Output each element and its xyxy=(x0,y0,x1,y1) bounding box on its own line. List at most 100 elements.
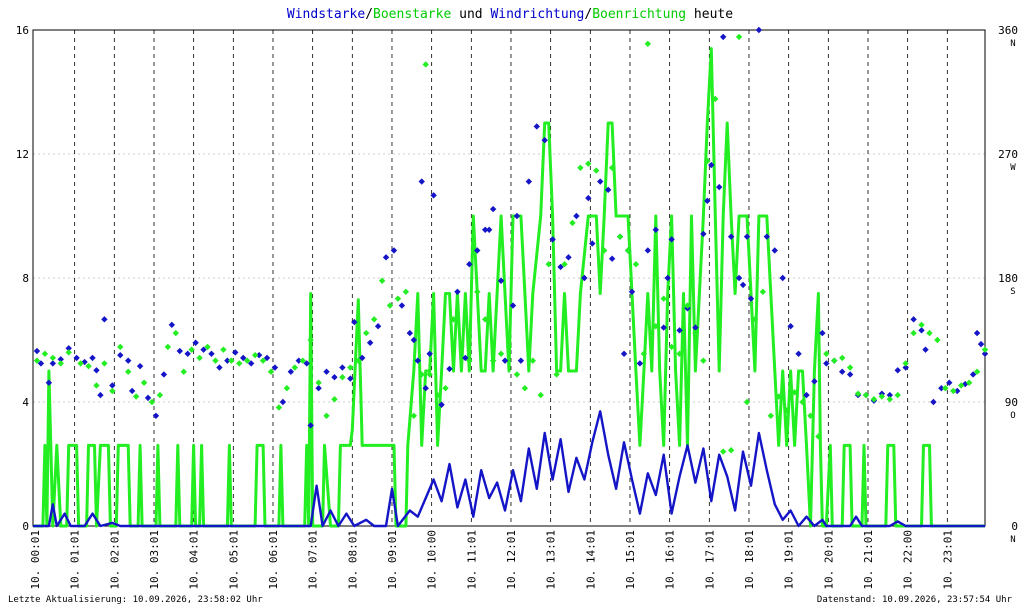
direction-point-windrichtung xyxy=(462,354,469,362)
direction-point-boenrichtung xyxy=(244,357,251,364)
direction-point-boenrichtung xyxy=(878,393,886,400)
direction-point-boenrichtung xyxy=(692,329,699,337)
direction-point-windrichtung xyxy=(946,379,953,386)
direction-point-windrichtung xyxy=(533,123,540,130)
direction-point-windrichtung xyxy=(668,236,675,243)
direction-point-windrichtung xyxy=(438,401,445,408)
direction-point-boenrichtung xyxy=(140,379,148,386)
direction-point-windrichtung xyxy=(517,357,525,364)
direction-point-boenrichtung xyxy=(489,357,497,364)
direction-point-windrichtung xyxy=(57,356,64,363)
direction-point-windrichtung xyxy=(65,345,72,352)
direction-point-boenrichtung xyxy=(125,368,132,375)
footer-left: Letzte Aktualisierung: 10.09.2026, 23:58… xyxy=(8,595,263,605)
direction-point-windrichtung xyxy=(414,357,421,364)
direction-point-windrichtung xyxy=(620,350,628,357)
direction-point-windrichtung xyxy=(692,324,699,331)
x-tick-label: 10. 17:01 xyxy=(703,530,716,590)
direction-point-windrichtung xyxy=(886,391,893,399)
direction-point-boenrichtung xyxy=(751,316,759,323)
direction-point-boenrichtung xyxy=(958,382,965,389)
direction-point-boenrichtung xyxy=(553,371,560,378)
direction-point-boenrichtung xyxy=(601,247,608,254)
direction-point-boenrichtung xyxy=(434,391,441,399)
direction-point-boenrichtung xyxy=(299,357,306,364)
x-tick-label: 10. 22:00 xyxy=(902,530,915,590)
x-tick-label: 10. 11:01 xyxy=(465,530,478,590)
direction-point-boenrichtung xyxy=(902,360,909,367)
x-tick-label: 10. 15:01 xyxy=(624,530,637,590)
direction-point-boenrichtung xyxy=(791,389,798,396)
direction-point-windrichtung xyxy=(704,197,711,205)
direction-point-windrichtung xyxy=(339,364,346,371)
direction-point-boenrichtung xyxy=(33,357,41,364)
direction-point-boenrichtung xyxy=(735,33,743,41)
y-left-tick-label: 4 xyxy=(22,396,29,409)
direction-point-windrichtung xyxy=(466,261,473,268)
direction-point-windrichtung xyxy=(573,212,580,220)
direction-point-boenrichtung xyxy=(49,354,57,362)
direction-point-windrichtung xyxy=(755,26,763,34)
direction-point-windrichtung xyxy=(819,329,826,337)
direction-point-windrichtung xyxy=(652,226,659,233)
direction-point-windrichtung xyxy=(660,324,667,331)
x-tick-label: 10. 04:01 xyxy=(188,530,201,590)
direction-point-boenrichtung xyxy=(815,433,822,440)
direction-point-windrichtung xyxy=(49,360,57,367)
direction-point-windrichtung xyxy=(295,357,302,364)
direction-point-boenrichtung xyxy=(569,219,576,227)
direction-point-boenrichtung xyxy=(482,316,489,323)
direction-point-windrichtung xyxy=(279,398,287,406)
direction-point-boenrichtung xyxy=(981,346,989,353)
y-right-direction-label: W xyxy=(1010,163,1016,173)
direction-point-windrichtung xyxy=(803,391,810,399)
direction-point-boenrichtung xyxy=(894,391,901,399)
direction-point-boenrichtung xyxy=(831,357,838,364)
direction-point-windrichtung xyxy=(200,346,207,353)
title-boenrichtung: Boenrichtung xyxy=(592,7,686,22)
y-left-tick-label: 8 xyxy=(22,272,29,285)
direction-point-windrichtung xyxy=(902,364,909,371)
direction-point-boenrichtung xyxy=(846,364,854,371)
direction-point-boenrichtung xyxy=(331,396,338,403)
series-line-windstarke xyxy=(33,410,985,528)
direction-point-boenrichtung xyxy=(652,323,659,330)
direction-point-boenrichtung xyxy=(236,360,243,367)
direction-point-windrichtung xyxy=(97,391,104,399)
direction-point-boenrichtung xyxy=(466,357,473,364)
x-tick-label: 10. 12:01 xyxy=(505,530,518,590)
direction-point-boenrichtung xyxy=(660,295,667,302)
direction-point-boenrichtung xyxy=(497,350,505,357)
title-und: und xyxy=(451,7,490,22)
direction-point-windrichtung xyxy=(359,354,366,362)
direction-point-windrichtung xyxy=(597,178,604,185)
direction-point-windrichtung xyxy=(255,351,263,359)
y-right-tick-label: 90 xyxy=(1005,396,1018,409)
direction-point-boenrichtung xyxy=(101,360,108,367)
direction-point-windrichtung xyxy=(287,368,295,375)
direction-point-windrichtung xyxy=(374,323,382,330)
direction-point-windrichtung xyxy=(779,274,786,282)
direction-point-boenrichtung xyxy=(355,357,362,364)
direction-point-boenrichtung xyxy=(965,379,973,386)
direction-point-boenrichtung xyxy=(442,385,449,392)
direction-point-boenrichtung xyxy=(537,391,544,399)
direction-point-windrichtung xyxy=(628,288,636,295)
direction-point-boenrichtung xyxy=(545,261,552,268)
direction-point-boenrichtung xyxy=(251,351,259,359)
direction-point-boenrichtung xyxy=(422,61,429,68)
direction-point-boenrichtung xyxy=(934,336,941,344)
direction-point-boenrichtung xyxy=(172,329,179,337)
direction-point-boenrichtung xyxy=(950,387,957,395)
direction-point-boenrichtung xyxy=(870,396,878,403)
direction-point-windrichtung xyxy=(101,316,108,323)
direction-point-boenrichtung xyxy=(426,371,433,378)
direction-point-windrichtung xyxy=(922,346,929,353)
x-tick-label: 10. 20:01 xyxy=(822,530,835,590)
direction-point-windrichtung xyxy=(589,240,596,247)
direction-point-windrichtung xyxy=(938,385,945,392)
direction-point-windrichtung xyxy=(315,385,322,392)
direction-point-windrichtung xyxy=(446,365,453,373)
direction-point-boenrichtung xyxy=(196,354,203,362)
direction-point-windrichtung xyxy=(735,274,743,282)
